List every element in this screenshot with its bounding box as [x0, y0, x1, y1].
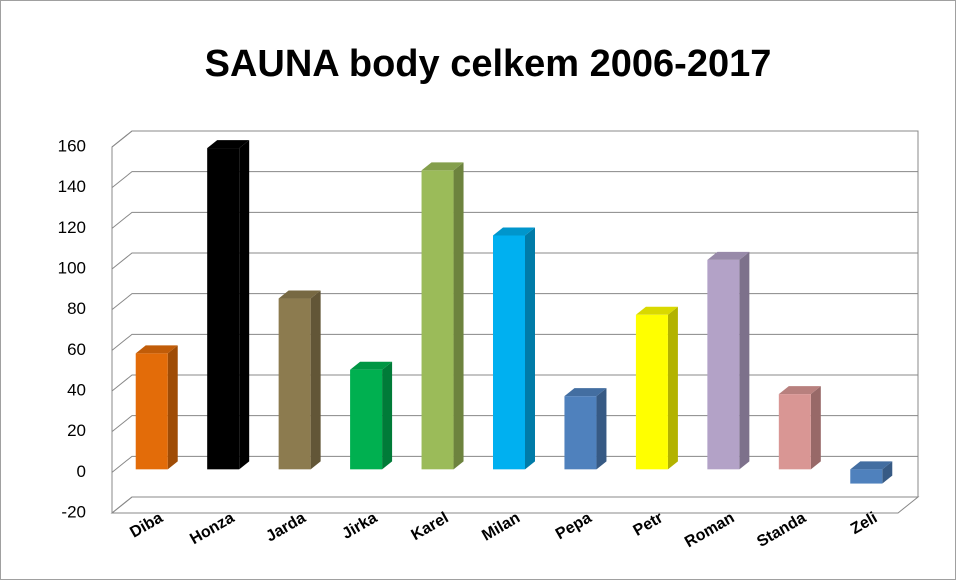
bar-top: [207, 140, 250, 149]
bar-side: [882, 461, 893, 484]
bar: [421, 170, 454, 470]
bar: [778, 394, 811, 470]
grid-line: [111, 496, 918, 514]
y-tick-label: 140: [58, 177, 86, 196]
bar: [350, 369, 383, 470]
y-tick-label: 0: [77, 462, 86, 481]
y-tick-label: 160: [58, 136, 86, 155]
bar: [707, 259, 740, 470]
bar-side: [596, 388, 607, 470]
grid-line: [111, 252, 918, 270]
grid-line: [111, 130, 918, 148]
bar-side: [810, 386, 821, 470]
bar-side: [167, 345, 178, 470]
bar: [278, 298, 311, 470]
bar-top: [493, 227, 535, 236]
bar-side: [667, 306, 678, 470]
y-tick-label: 100: [58, 258, 86, 277]
y-tick-label: 120: [58, 218, 86, 237]
grid-line: [111, 211, 918, 229]
y-tick-label: 60: [67, 340, 86, 359]
y-tick-label: 80: [67, 299, 86, 318]
chart-title: SAUNA body celkem 2006-2017: [205, 43, 772, 85]
bar: [850, 469, 883, 484]
bar-top: [564, 388, 607, 397]
bar: [564, 396, 597, 470]
bar-side: [310, 290, 321, 470]
bar-side: [382, 361, 393, 470]
bar-top: [421, 162, 464, 171]
y-tick-label: 40: [67, 380, 86, 399]
bar-top: [278, 290, 321, 299]
bar-side: [525, 227, 535, 470]
bar-top: [850, 461, 893, 470]
bar: [207, 148, 240, 470]
y-tick-label: 20: [67, 421, 86, 440]
bar-side: [739, 251, 750, 470]
bar-top: [135, 345, 178, 354]
bar-top: [707, 251, 750, 260]
bar-top: [778, 386, 821, 395]
bar-top: [350, 361, 393, 370]
bar-side: [239, 140, 250, 470]
bar: [635, 314, 668, 470]
bar: [135, 353, 168, 470]
y-tick-label: -20: [61, 502, 86, 521]
bar-top: [635, 306, 678, 315]
grid-line: [111, 293, 918, 311]
bar-side: [453, 162, 464, 470]
bar: [493, 235, 525, 470]
grid-line: [111, 171, 918, 189]
